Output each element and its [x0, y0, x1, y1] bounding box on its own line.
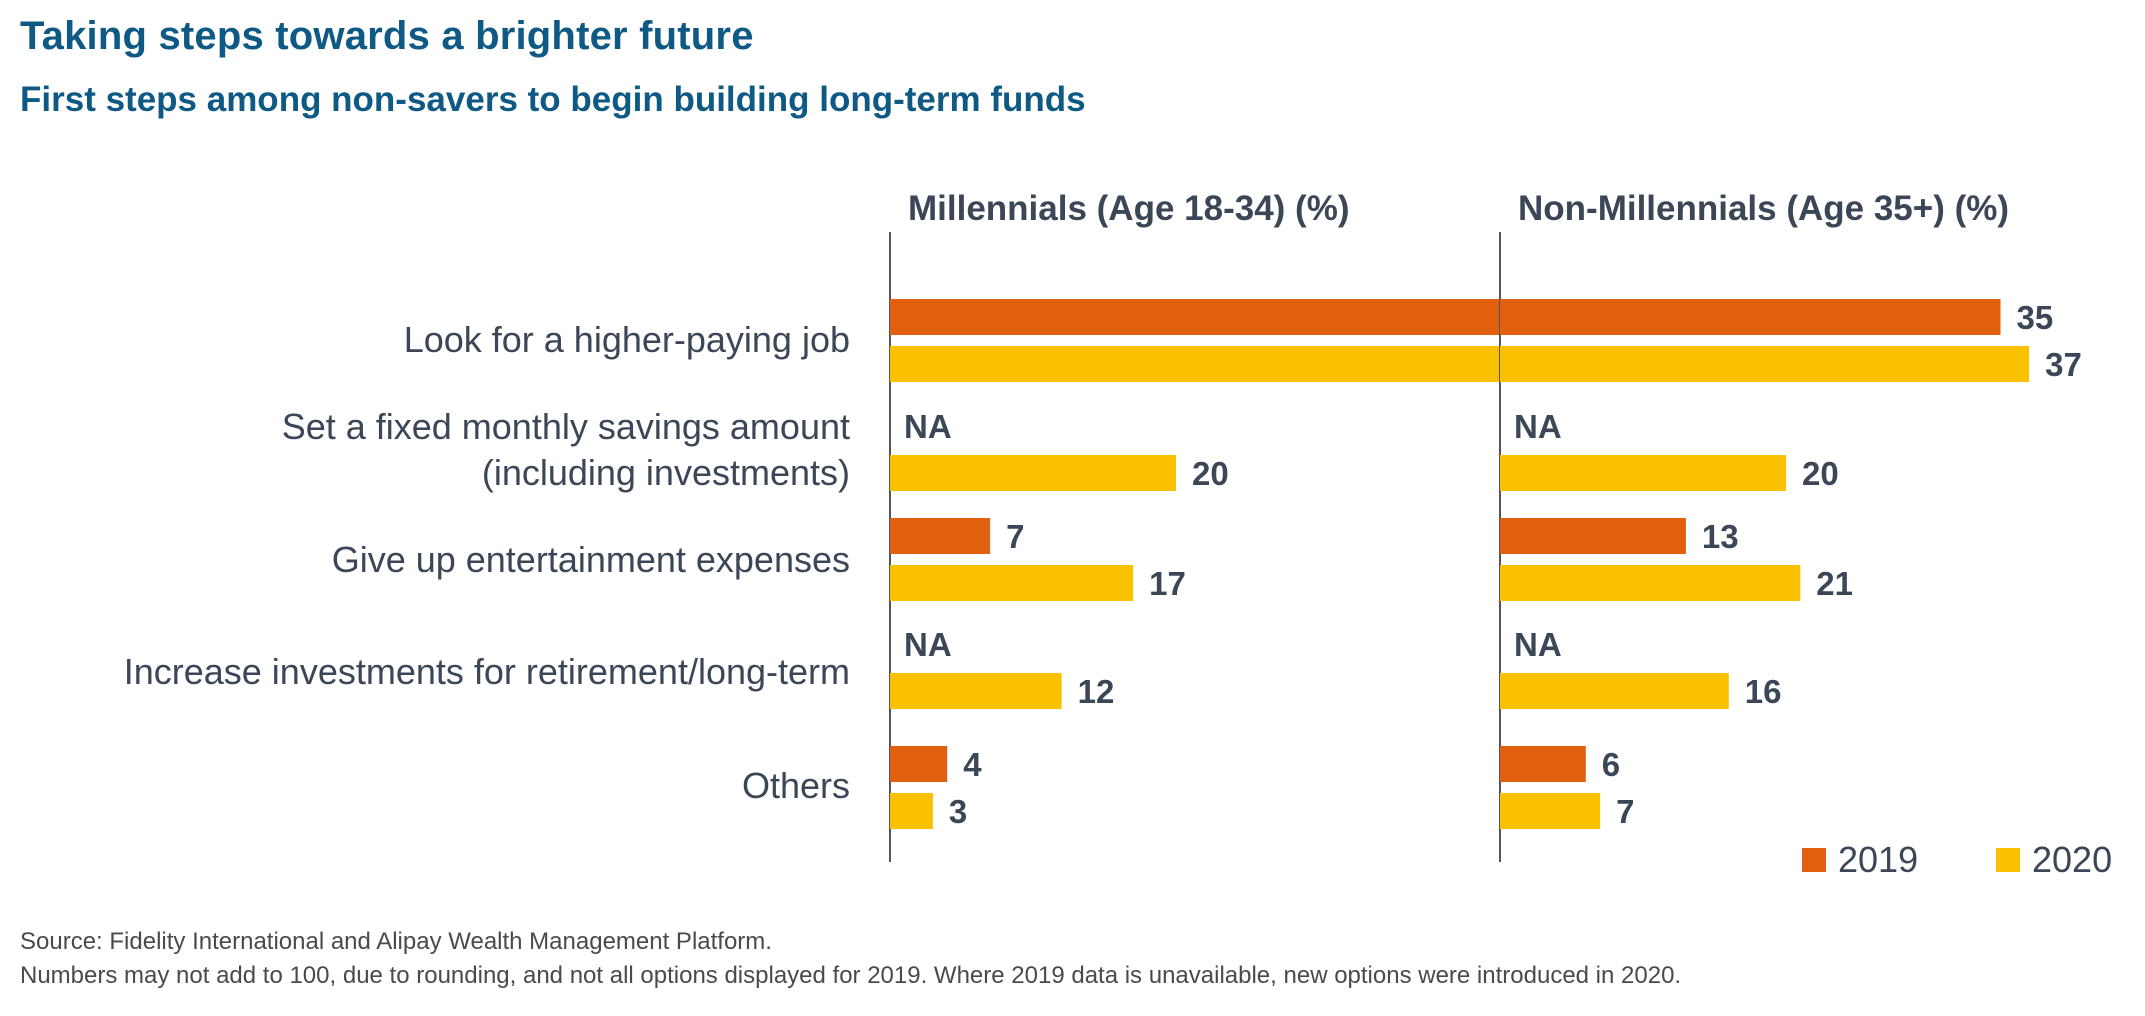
chart-area: Millennials (Age 18-34) (%)51NA7NA448201…: [124, 189, 2112, 880]
category-label-2-line-1: Set a fixed monthly savings amount: [282, 406, 850, 447]
na-label-1-2019-2: NA: [904, 408, 952, 445]
bar-2-2020-4: [1500, 673, 1729, 709]
legend-label-2020: 2020: [2032, 839, 2112, 880]
bar-2-2019-3: [1500, 518, 1686, 554]
legend-swatch-2020: [1996, 848, 2020, 872]
chart-title: Taking steps towards a brighter future: [20, 14, 754, 58]
data-label-2-2020-5: 7: [1616, 793, 1634, 830]
bar-1-2020-5: [890, 793, 933, 829]
data-label-1-2020-5: 3: [949, 793, 967, 830]
bar-2-2020-3: [1500, 565, 1801, 601]
data-label-1-2020-3: 17: [1149, 565, 1186, 602]
data-label-2-2020-2: 20: [1802, 455, 1839, 492]
na-label-1-2019-4: NA: [904, 626, 952, 663]
data-label-2-2019-5: 6: [1602, 746, 1620, 783]
na-label-2-2019-4: NA: [1514, 626, 1562, 663]
data-label-2-2019-1: 35: [2017, 299, 2054, 336]
legend-label-2019: 2019: [1838, 839, 1918, 880]
bar-1-2019-3: [890, 518, 991, 554]
category-label-5: Others: [742, 765, 850, 806]
data-label-2-2020-4: 16: [1745, 673, 1782, 710]
bar-1-2020-3: [890, 565, 1134, 601]
data-label-2-2019-3: 13: [1702, 518, 1739, 555]
bar-2-2020-1: [1500, 346, 2030, 382]
category-label-1: Look for a higher-paying job: [404, 319, 850, 360]
bar-2-2020-2: [1500, 455, 1786, 491]
data-label-1-2019-3: 7: [1006, 518, 1024, 555]
bar-2-2019-5: [1500, 746, 1586, 782]
bar-1-2020-1: [890, 346, 1577, 382]
panel-title-2: Non-Millennials (Age 35+) (%): [1518, 189, 2009, 228]
data-label-1-2019-5: 4: [963, 746, 982, 783]
category-label-2-line-2: (including investments): [482, 452, 850, 493]
bar-2-2019-1: [1500, 299, 2001, 335]
bar-2-2020-5: [1500, 793, 1601, 829]
bar-1-2020-2: [890, 455, 1176, 491]
source-line-1: Source: Fidelity International and Alipa…: [20, 928, 772, 955]
category-label-3: Give up entertainment expenses: [332, 539, 850, 580]
bar-1-2019-5: [890, 746, 948, 782]
category-label-4: Increase investments for retirement/long…: [124, 651, 850, 692]
bar-1-2019-1: [890, 299, 1620, 335]
source-note: Source: Fidelity International and Alipa…: [20, 925, 1681, 993]
data-label-2-2020-1: 37: [2045, 346, 2082, 383]
chart-subtitle: First steps among non-savers to begin bu…: [20, 80, 1086, 119]
source-line-2: Numbers may not add to 100, due to round…: [20, 962, 1682, 989]
data-label-2-2020-3: 21: [1816, 565, 1853, 602]
legend-swatch-2019: [1802, 848, 1826, 872]
panel-title-1: Millennials (Age 18-34) (%): [908, 189, 1349, 228]
data-label-1-2020-4: 12: [1078, 673, 1115, 710]
bar-1-2020-4: [890, 673, 1062, 709]
data-label-1-2020-2: 20: [1192, 455, 1229, 492]
na-label-2-2019-2: NA: [1514, 408, 1562, 445]
